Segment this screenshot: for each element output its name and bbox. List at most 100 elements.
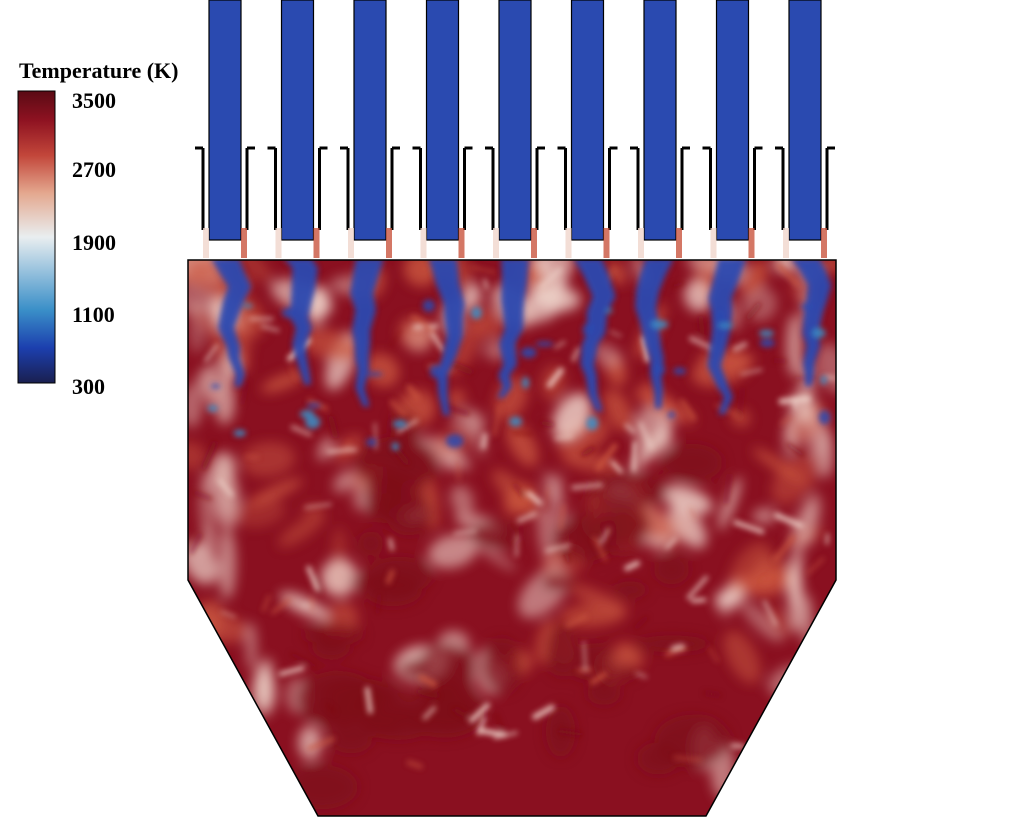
mixing-filament (278, 665, 305, 677)
cold-pocket (471, 306, 482, 320)
mixing-filament (245, 454, 260, 459)
mixing-filament (600, 527, 611, 545)
mixing-filament (452, 707, 469, 718)
cold-pocket (366, 438, 377, 447)
mixing-eddy (261, 371, 306, 393)
mixing-filament (390, 328, 402, 348)
mixing-filament (732, 341, 748, 352)
cold-jet-plumes (207, 260, 832, 451)
injector-tube (280, 0, 315, 241)
cold-jet-plume (791, 260, 832, 386)
cold-pocket (391, 442, 400, 451)
colorbar-tick-1100: 1100 (72, 302, 115, 327)
wall-streak (245, 621, 257, 671)
mixing-filament (476, 716, 487, 736)
mixing-filament (824, 374, 836, 381)
injector-array (195, 0, 835, 258)
mixing-eddy (428, 534, 478, 569)
mixing-eddy (822, 260, 836, 274)
mixing-filament (471, 266, 496, 274)
injector (775, 0, 835, 258)
cold-pocket (365, 372, 383, 377)
cold-pocket (521, 376, 530, 389)
cold-pocket (299, 410, 315, 419)
hot-core-blob (574, 643, 614, 670)
mixing-filament (543, 486, 550, 510)
mixing-eddy (405, 324, 433, 353)
mixing-filament (328, 415, 339, 439)
mixing-filament (406, 384, 420, 401)
mixing-filament (469, 702, 490, 723)
mixing-filament (690, 597, 707, 603)
cold-pocket (820, 375, 827, 385)
wall-streak (298, 725, 322, 760)
cold-pocket (715, 310, 726, 323)
mixing-eddy (460, 283, 482, 311)
mixing-filament (388, 537, 394, 551)
mixing-filament (418, 674, 438, 688)
mixing-filament (477, 728, 507, 738)
wall-streak (214, 379, 235, 425)
mixing-eddy (188, 441, 207, 471)
hot-core-blob (586, 680, 621, 706)
hot-core-blob (654, 714, 731, 768)
mixing-filament (216, 661, 228, 688)
mixing-filament (545, 543, 571, 553)
mixing-filament (540, 420, 554, 428)
mixing-filament (773, 512, 804, 529)
cold-pocket (812, 328, 826, 338)
mixing-filament (688, 335, 716, 352)
mixing-filament (385, 569, 395, 585)
mixing-filament (590, 671, 608, 685)
hot-core-blob (366, 556, 433, 595)
mixing-filament (771, 359, 787, 363)
hot-core-blob (540, 572, 576, 593)
mixing-filament (624, 560, 641, 571)
mixing-filament (565, 614, 588, 628)
mixing-filament (804, 664, 820, 670)
mixing-eddy (447, 389, 466, 407)
cold-jet-plume (573, 260, 616, 412)
mixing-filament (428, 329, 445, 352)
hot-core-blob (613, 581, 648, 599)
colorbar-tick-2700: 2700 (72, 157, 116, 182)
wall-streak (260, 656, 274, 710)
mixing-filament (724, 473, 732, 504)
mixing-filament (493, 731, 518, 740)
mixing-eddy (234, 497, 286, 528)
cold-pocket (758, 329, 775, 337)
mixing-filament (290, 424, 313, 437)
mixing-filament (740, 368, 763, 376)
hot-core-blob (482, 637, 523, 693)
hot-core-blob (661, 443, 723, 482)
mixing-filament (790, 692, 811, 707)
colorbar-tick-1900: 1900 (72, 230, 116, 255)
mixing-filament (304, 503, 332, 509)
hot-core-blob (356, 436, 439, 492)
mixing-filament (452, 362, 474, 375)
mixing-filament (453, 529, 477, 535)
colorbar-tick-300: 300 (72, 374, 105, 399)
mixing-filament (546, 367, 564, 389)
wall-streak (210, 452, 236, 482)
injector (557, 0, 618, 258)
injector (485, 0, 545, 258)
mixing-eddy (752, 507, 777, 524)
wall-streak (198, 474, 216, 534)
injector (702, 0, 763, 258)
cold-pocket (535, 341, 554, 347)
colorbar-tick-3500: 3500 (72, 88, 116, 113)
mixing-eddy (634, 388, 695, 424)
mixing-filament (670, 643, 685, 651)
mixing-eddy (717, 580, 742, 617)
hot-core-blob (398, 658, 429, 680)
mixing-filament (665, 537, 677, 550)
mixing-eddy (616, 642, 644, 667)
cold-pocket (509, 416, 523, 427)
injector-tube (498, 0, 532, 241)
mixing-filament (673, 755, 703, 763)
colorbar-gradient (17, 90, 56, 384)
mixing-filament (511, 431, 534, 436)
mixing-filament (443, 404, 470, 416)
mixing-filament (785, 442, 805, 457)
